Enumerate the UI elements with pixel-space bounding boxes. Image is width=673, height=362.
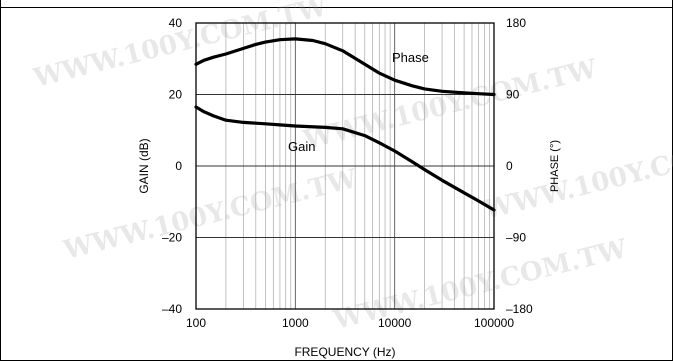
top-rule [0, 7, 673, 8]
series-annotation-phase: Phase [392, 50, 429, 65]
y-right-tick-label: 90 [506, 88, 520, 102]
x-axis-label: FREQUENCY (Hz) [294, 345, 395, 359]
series-line-phase [194, 37, 496, 97]
y-left-tick-label: 40 [169, 16, 183, 30]
y-axis-label-phase: PHASE (°) [549, 140, 561, 192]
plot-border [195, 22, 495, 310]
series-annotation-gain: Gain [288, 139, 315, 154]
y-right-tick-label: –90 [506, 231, 526, 245]
x-tick-label: 100 [186, 316, 206, 330]
y-left-tick-label: –40 [162, 302, 182, 316]
y-left-tick-label: –20 [162, 231, 182, 245]
x-tick-label: 1000 [282, 316, 309, 330]
y-right-tick-label: 180 [506, 16, 526, 30]
series-layer [194, 37, 496, 212]
y-left-tick-label: 0 [175, 159, 182, 173]
y-axis-label-gain: GAIN (dB) [137, 138, 151, 193]
x-tick-label: 10000 [378, 316, 412, 330]
y-right-tick-label: 0 [506, 159, 513, 173]
y-left-tick-label: 20 [169, 88, 183, 102]
x-tick-label: 100000 [474, 316, 514, 330]
y-right-tick-label: –180 [506, 302, 533, 316]
major-grid [195, 22, 495, 310]
series-line-gain [194, 105, 496, 212]
ticks-layer: 100 1000 10000 100000 40 20 0 –20 –40 180 90 0 –90 –1… [162, 16, 533, 330]
